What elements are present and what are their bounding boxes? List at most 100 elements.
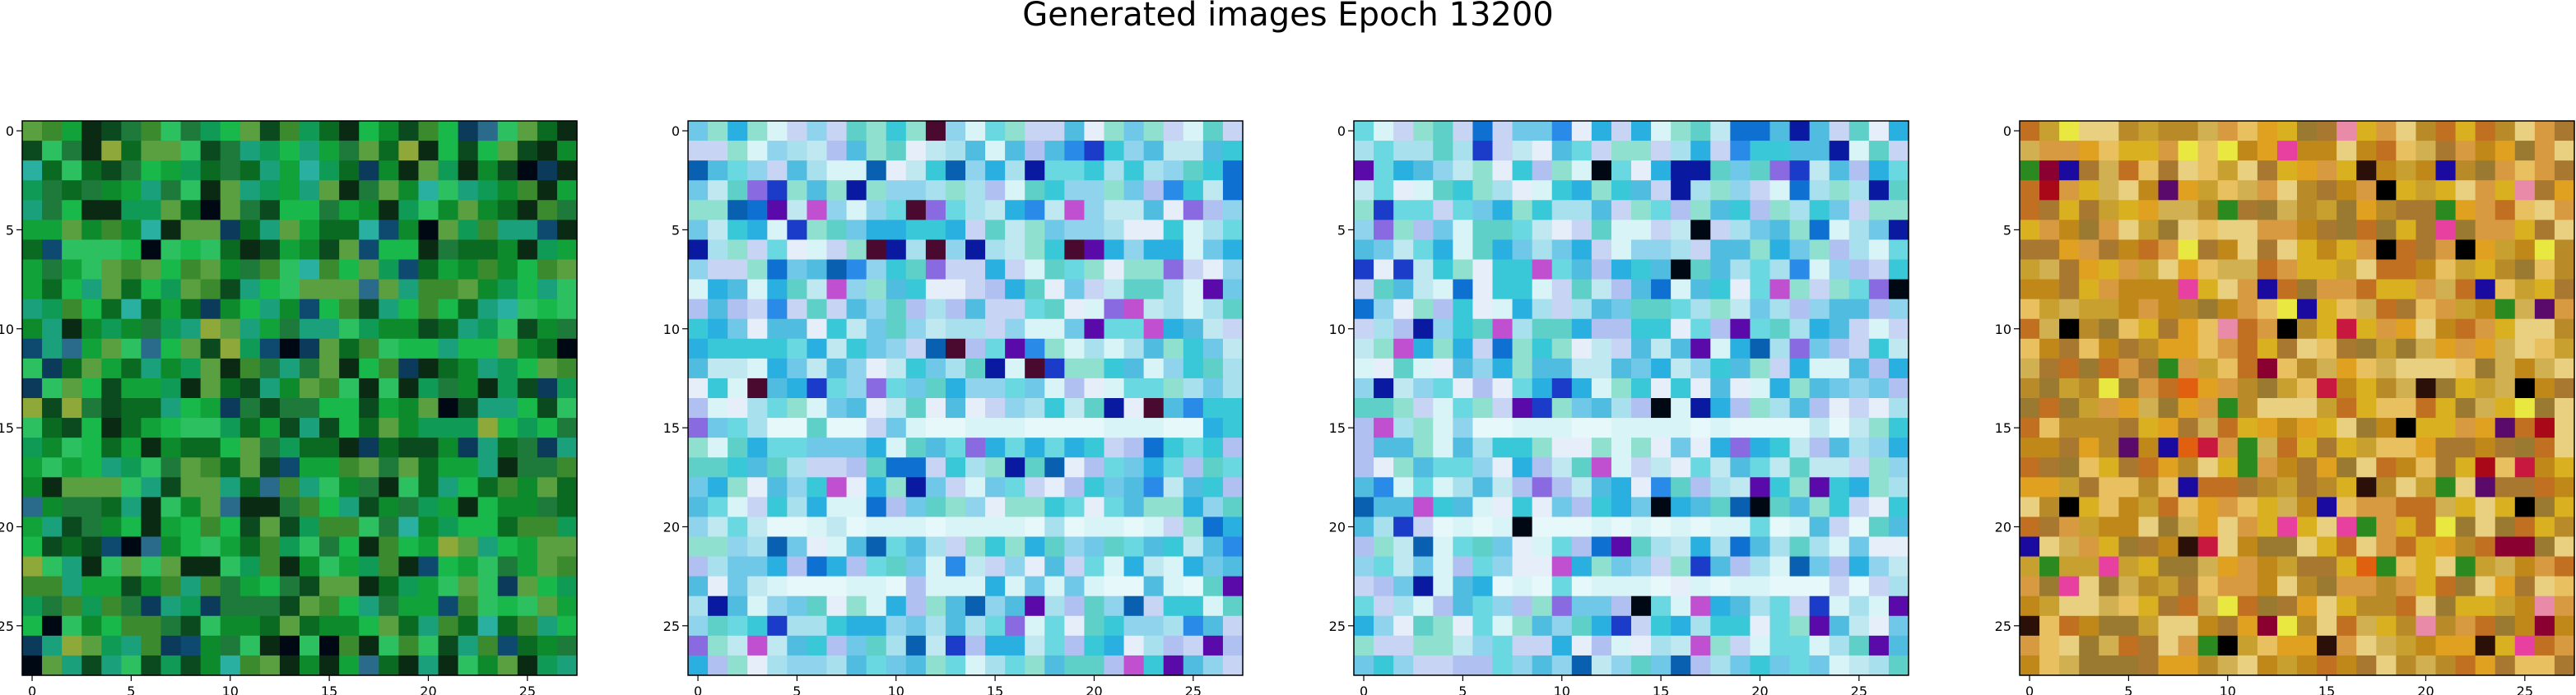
- pixel-cell: [1453, 536, 1474, 558]
- pixel-cell: [239, 200, 261, 220]
- pixel-cell: [1084, 438, 1105, 458]
- pixel-cell: [62, 517, 82, 538]
- pixel-cell: [220, 239, 241, 261]
- pixel-cell: [2376, 418, 2397, 438]
- pixel-cell: [1433, 497, 1453, 518]
- pixel-cell: [1413, 358, 1434, 379]
- pixel-cell: [180, 180, 202, 201]
- pixel-cell: [965, 180, 986, 201]
- pixel-cell: [1710, 259, 1731, 280]
- pixel-cell: [1084, 378, 1105, 399]
- pixel-cell: [1222, 556, 1244, 577]
- pixel-cell: [1769, 180, 1791, 201]
- pixel-cell: [2475, 595, 2496, 617]
- pixel-cell: [1354, 279, 1374, 300]
- pixel-cell: [1413, 398, 1434, 419]
- pixel-cell: [1492, 338, 1514, 359]
- pixel-cell: [1651, 497, 1672, 518]
- pixel-cell: [1374, 398, 1394, 419]
- pixel-cell: [2237, 477, 2258, 498]
- pixel-cell: [42, 338, 63, 359]
- pixel-cell: [1163, 457, 1184, 478]
- pixel-cell: [22, 635, 43, 656]
- pixel-cell: [477, 299, 499, 320]
- y-tick-label: 10: [1995, 322, 2011, 337]
- pixel-cell: [2118, 378, 2140, 399]
- pixel-cell: [1809, 338, 1830, 359]
- pixel-cell: [141, 418, 162, 438]
- pixel-cell: [1888, 338, 1909, 359]
- pixel-cell: [826, 121, 848, 141]
- pixel-cell: [1492, 378, 1514, 399]
- pixel-cell: [2356, 398, 2377, 419]
- pixel-cell: [1025, 457, 1045, 478]
- pixel-cell: [497, 141, 518, 161]
- pixel-cell: [1591, 595, 1612, 617]
- pixel-cell: [1829, 239, 1850, 261]
- pixel-cell: [81, 556, 102, 577]
- pixel-cell: [2514, 259, 2536, 280]
- pixel-cell: [141, 576, 162, 597]
- pixel-cell: [2257, 457, 2278, 478]
- pixel-cell: [22, 477, 43, 498]
- pixel-cell: [2297, 180, 2318, 201]
- pixel-cell: [787, 239, 808, 261]
- pixel-cell: [1532, 477, 1553, 498]
- pixel-cell: [339, 239, 360, 261]
- pixel-cell: [180, 497, 202, 518]
- pixel-cell: [2257, 121, 2278, 141]
- pixel-cell: [2039, 576, 2060, 597]
- pixel-cell: [359, 180, 379, 201]
- pixel-cell: [1671, 556, 1691, 577]
- pixel-cell: [517, 438, 538, 458]
- pixel-cell: [1829, 438, 1850, 458]
- pixel-cell: [418, 438, 439, 458]
- pixel-cell: [2197, 457, 2219, 478]
- pixel-cell: [2297, 477, 2318, 498]
- pixel-cell: [398, 536, 420, 558]
- pixel-cell: [1413, 615, 1434, 637]
- pixel-cell: [2475, 497, 2496, 518]
- pixel-cell: [2257, 398, 2278, 419]
- pixel-cell: [1611, 615, 1632, 637]
- pixel-cell: [2356, 438, 2377, 458]
- pixel-cell: [787, 338, 808, 359]
- pixel-cell: [688, 141, 709, 161]
- pixel-cell: [2475, 457, 2496, 478]
- pixel-cell: [708, 517, 728, 538]
- pixel-cell: [42, 477, 63, 498]
- pixel-cell: [2099, 220, 2119, 241]
- pixel-cell: [787, 438, 808, 458]
- pixel-cell: [1848, 378, 1870, 399]
- pixel-cell: [2337, 595, 2357, 617]
- pixel-cell: [517, 279, 538, 300]
- pixel-cell: [688, 418, 709, 438]
- pixel-cell: [807, 517, 828, 538]
- pixel-cell: [300, 279, 320, 300]
- pixel-cell: [141, 180, 162, 201]
- pixel-cell: [1829, 121, 1850, 141]
- pixel-cell: [2138, 635, 2160, 656]
- pixel-cell: [925, 259, 946, 280]
- chart-title: Generated images Epoch 13200: [1022, 0, 1554, 34]
- pixel-cell: [728, 576, 748, 597]
- pixel-cell: [2337, 180, 2357, 201]
- pixel-cell: [537, 517, 558, 538]
- pixel-cell: [359, 556, 379, 577]
- pixel-cell: [886, 398, 907, 419]
- pixel-cell: [2197, 180, 2219, 201]
- pixel-cell: [1750, 635, 1771, 656]
- pixel-cell: [1571, 635, 1593, 656]
- pixel-cell: [1809, 220, 1830, 241]
- pixel-cell: [2237, 398, 2258, 419]
- pixel-cell: [2396, 378, 2417, 399]
- pixel-cell: [160, 121, 182, 141]
- pixel-cell: [1809, 121, 1830, 141]
- pixel-cell: [1769, 457, 1791, 478]
- pixel-cell: [2396, 517, 2417, 538]
- pixel-cell: [985, 635, 1006, 656]
- pixel-cell: [1750, 418, 1771, 438]
- pixel-cell: [1393, 438, 1414, 458]
- pixel-cell: [2376, 655, 2397, 676]
- pixel-cell: [1433, 517, 1453, 538]
